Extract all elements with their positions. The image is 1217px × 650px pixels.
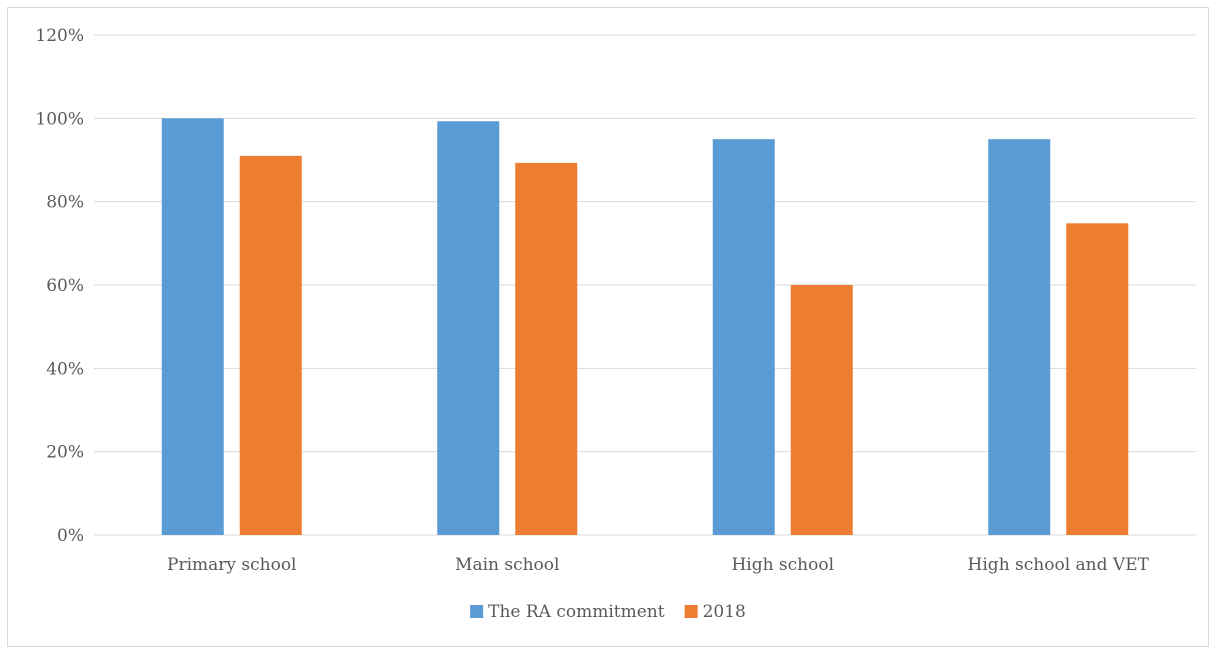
- bar-y2018-3: [1066, 223, 1129, 536]
- x-category-label: Main school: [455, 555, 559, 575]
- y-tick-label: 100%: [35, 109, 84, 129]
- x-category-label: High school: [731, 555, 834, 575]
- bar-y2018-0: [239, 155, 302, 536]
- y-axis-ticks: 0% 20% 40% 60% 80% 100% 120%: [35, 26, 84, 546]
- bar-ra-commitment-2: [712, 139, 775, 535]
- bars: [161, 118, 1129, 536]
- x-category-label: Primary school: [167, 555, 297, 575]
- legend-swatch-ra-commitment: [470, 605, 484, 618]
- legend-label: The RA commitment: [488, 602, 665, 622]
- legend: The RA commitment 2018: [470, 602, 746, 622]
- bar-chart: 0% 20% 40% 60% 80% 100% 120% Primary school Mai…: [35, 26, 1196, 622]
- x-axis-categories: Primary school Main school High school High…: [167, 555, 1150, 575]
- y-tick-label: 60%: [46, 276, 84, 296]
- bar-y2018-1: [515, 162, 578, 535]
- y-tick-label: 40%: [46, 359, 84, 379]
- y-tick-label: 80%: [46, 193, 84, 213]
- legend-label: 2018: [703, 602, 746, 622]
- chart-frame: 0% 20% 40% 60% 80% 100% 120% Primary school Mai…: [7, 7, 1209, 647]
- bar-ra-commitment-3: [988, 139, 1051, 535]
- y-tick-label: 0%: [57, 526, 84, 546]
- bar-y2018-2: [790, 285, 853, 535]
- legend-swatch-y2018: [684, 605, 698, 618]
- x-category-label: High school and VET: [968, 555, 1150, 575]
- y-tick-label: 120%: [35, 26, 84, 46]
- bar-ra-commitment-0: [161, 118, 224, 535]
- y-tick-label: 20%: [46, 443, 84, 463]
- bar-ra-commitment-1: [437, 121, 500, 535]
